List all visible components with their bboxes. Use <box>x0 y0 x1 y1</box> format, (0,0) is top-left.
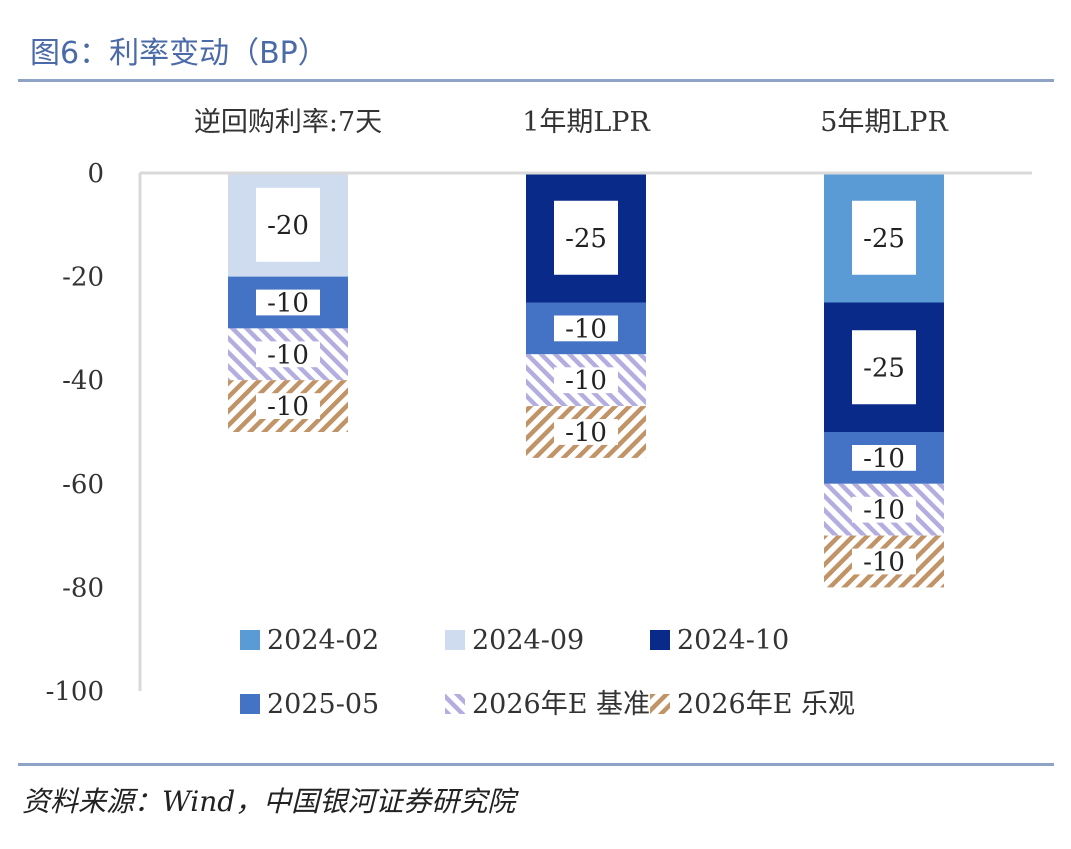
data-label-box <box>256 187 320 262</box>
data-label-box <box>852 548 916 575</box>
y-tick-label: -100 <box>46 677 104 707</box>
y-tick-label: -80 <box>62 573 104 603</box>
category-label: 1年期LPR <box>522 107 650 138</box>
legend: 2024-02 2024-09 2024-10 2025-05 2026年E 基准 202… <box>240 625 855 720</box>
y-tick-label: -20 <box>62 263 104 293</box>
legend-label: 2025-05 <box>267 689 379 720</box>
data-label: -10 <box>267 340 309 370</box>
legend-swatch <box>240 694 260 714</box>
legend-label: 2024-09 <box>472 625 584 656</box>
chart-canvas: -20-10-10-10-25-10-10-10-25-25-10-10-10 … <box>46 107 1032 720</box>
legend-label: 2026年E 乐观 <box>677 689 855 720</box>
footer-divider <box>18 763 1054 766</box>
data-label-box <box>256 341 320 368</box>
y-tick-label: 0 <box>87 159 104 189</box>
data-label-box <box>852 330 916 405</box>
legend-swatch <box>650 694 670 714</box>
source-note: 资料来源：Wind，中国银河证券研究院 <box>22 785 516 818</box>
data-label-box <box>554 200 618 275</box>
data-label-box <box>554 419 618 445</box>
y-tick-label: -40 <box>62 366 104 396</box>
data-label: -10 <box>565 314 607 344</box>
category-label: 5年期LPR <box>820 107 948 138</box>
data-label: -25 <box>863 353 905 383</box>
category-label: 逆回购利率:7天 <box>194 107 382 138</box>
data-label: -10 <box>863 548 905 578</box>
data-label-box <box>852 200 916 275</box>
legend-label: 2026年E 基准 <box>472 689 650 720</box>
legend-label: 2024-02 <box>267 625 379 656</box>
y-tick-label: -60 <box>62 470 104 500</box>
data-label-box <box>256 289 320 316</box>
data-label-group: -20 -10 -10 -10 -25 -10 -10 -10 -25 -25 -10 -10 -10 <box>256 187 916 578</box>
data-label: -10 <box>863 496 905 526</box>
data-label-box <box>852 496 916 523</box>
data-label-box <box>554 367 618 394</box>
data-label-box <box>256 393 320 419</box>
data-label: -25 <box>565 224 607 254</box>
data-label: -25 <box>863 224 905 254</box>
data-label-box <box>852 445 916 471</box>
data-label: -10 <box>565 418 607 448</box>
legend-swatch <box>240 630 260 650</box>
data-label: -10 <box>267 289 309 319</box>
data-label: -10 <box>565 366 607 396</box>
axis-group: 0 -20 -40 -60 -80 -100 逆回购利率:7天 1年期LPR 5年期LPR <box>46 107 1032 707</box>
chart-title: 图6：利率变动（BP） <box>30 36 328 71</box>
data-label: -10 <box>863 444 905 474</box>
legend-swatch <box>650 630 670 650</box>
legend-swatch <box>445 694 465 714</box>
legend-swatch <box>445 630 465 650</box>
title-divider <box>18 79 1054 82</box>
data-label-box <box>554 315 618 342</box>
legend-label: 2024-10 <box>677 625 789 656</box>
data-label: -10 <box>267 392 309 422</box>
data-label: -20 <box>267 211 309 241</box>
